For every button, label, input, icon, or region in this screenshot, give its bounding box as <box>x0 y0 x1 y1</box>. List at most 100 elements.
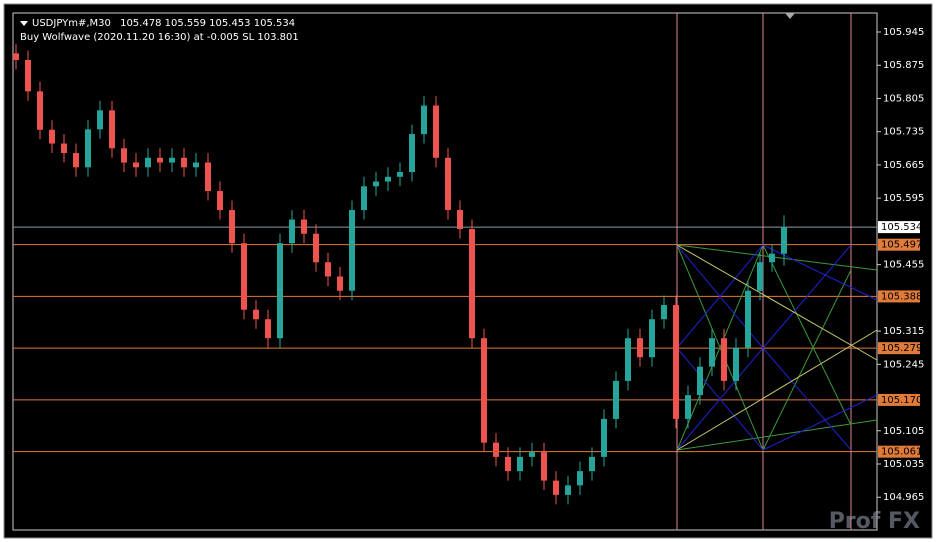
candle-body <box>265 319 271 339</box>
y-tick-label: 105.805 <box>883 93 924 104</box>
level-label: 105.061 <box>881 447 922 458</box>
header-ohlc: USDJPYm#,M30 105.478 105.559 105.453 105… <box>32 18 295 29</box>
candle-body <box>673 304 679 419</box>
y-tick-label: 105.035 <box>883 459 924 470</box>
candle-body <box>745 290 751 348</box>
ohlc-open: 105.478 <box>120 18 161 29</box>
candle-body <box>205 162 211 192</box>
candle-body <box>361 186 367 211</box>
candle-body <box>37 91 43 130</box>
wave-line <box>676 419 878 451</box>
wave-line <box>676 244 878 271</box>
candle-body <box>541 452 547 481</box>
level-label: 105.497 <box>881 240 922 251</box>
shift-marker <box>785 13 795 19</box>
y-tick-label: 105.245 <box>883 359 924 370</box>
candle-body <box>349 210 355 291</box>
candle-body <box>229 210 235 244</box>
level-label: 105.388 <box>881 291 922 302</box>
candle-body <box>613 380 619 419</box>
y-tick-label: 105.105 <box>883 426 924 437</box>
level-box <box>878 342 920 355</box>
level-label: 105.170 <box>881 395 922 406</box>
candle-body <box>409 134 415 173</box>
candle-body <box>589 456 595 472</box>
candle-body <box>133 162 139 168</box>
wave-line <box>676 329 878 451</box>
candle-body <box>697 366 703 396</box>
ohlc-high: 105.559 <box>165 18 206 29</box>
level-box <box>878 445 920 458</box>
candle-body <box>97 110 103 130</box>
candle-body <box>169 157 175 163</box>
background <box>3 3 933 539</box>
candle-body <box>625 338 631 381</box>
candle-body <box>733 347 739 381</box>
candle-body <box>601 418 607 457</box>
y-tick-label: 105.595 <box>883 193 924 204</box>
candle-body <box>193 162 199 168</box>
candle-body <box>505 456 511 472</box>
candle-body <box>289 219 295 244</box>
ohlc-close: 105.534 <box>254 18 295 29</box>
wave-line <box>676 244 878 361</box>
wave-line <box>676 244 852 451</box>
menu-arrow <box>20 21 28 26</box>
candle-body <box>61 143 67 154</box>
candle-body <box>493 442 499 457</box>
level-box <box>878 393 920 406</box>
candle-body <box>421 105 427 135</box>
candle-body <box>241 243 247 310</box>
candle-body <box>529 452 535 457</box>
candle-body <box>301 219 307 234</box>
level-label: 105.279 <box>881 343 922 354</box>
candle-body <box>73 153 79 168</box>
candle-body <box>565 485 571 495</box>
annotation: Buy Wolfwave (2020.11.20 16:30) at -0.00… <box>20 32 299 43</box>
candle-body <box>469 229 475 339</box>
candle-body <box>145 157 151 168</box>
candle-body <box>313 233 319 263</box>
level-box <box>878 238 920 251</box>
candle-body <box>13 53 19 60</box>
candle-body <box>337 276 343 291</box>
level-box <box>878 290 920 303</box>
candle-body <box>577 471 583 486</box>
candle-body <box>481 338 487 443</box>
candle-body <box>517 456 523 472</box>
candle-body <box>709 338 715 367</box>
symbol: USDJPYm#,M30 <box>32 18 111 29</box>
last-price-box <box>878 221 920 234</box>
candle-body <box>157 157 163 163</box>
candle-body <box>433 105 439 158</box>
plot-border <box>12 12 878 531</box>
wave-line <box>676 244 878 349</box>
last-price-label: 105.534 <box>881 222 922 233</box>
candle-body <box>277 243 283 339</box>
candle-body <box>325 262 331 277</box>
candle-body <box>445 157 451 211</box>
candle-body <box>385 176 391 182</box>
candle-body <box>181 157 187 168</box>
candle-body <box>457 210 463 230</box>
candle-body <box>721 338 727 381</box>
watermark: Prof FX <box>829 509 920 534</box>
candle-body <box>637 338 643 358</box>
candle-body <box>217 191 223 211</box>
y-tick-label: 105.875 <box>883 60 924 71</box>
y-tick-label: 105.665 <box>883 160 924 171</box>
ohlc-low: 105.453 <box>209 18 250 29</box>
candle-body <box>553 480 559 495</box>
candle-body <box>757 262 763 291</box>
y-tick-label: 104.965 <box>883 492 924 503</box>
candle-body <box>253 309 259 320</box>
candle-body <box>769 253 775 263</box>
y-tick-label: 105.315 <box>883 326 924 337</box>
candle-body <box>121 148 127 163</box>
candle-body <box>85 129 91 168</box>
candle-body <box>649 319 655 358</box>
candle-body <box>109 110 115 149</box>
y-tick-label: 105.455 <box>883 260 924 271</box>
candle-body <box>685 395 691 419</box>
